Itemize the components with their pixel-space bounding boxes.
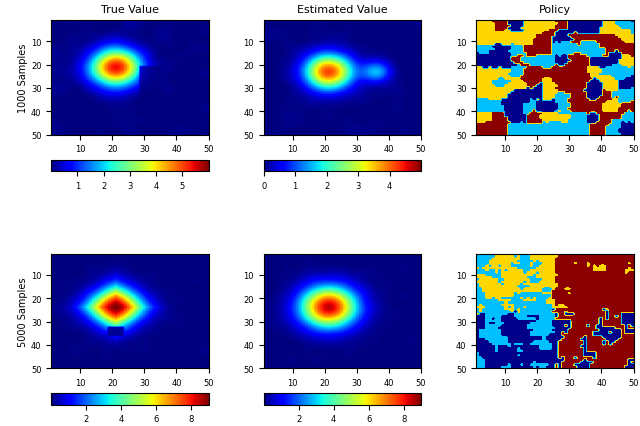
Title: True Value: True Value xyxy=(101,5,159,15)
Title: Policy: Policy xyxy=(539,5,571,15)
Y-axis label: 5000 Samples: 5000 Samples xyxy=(18,276,28,346)
Y-axis label: 1000 Samples: 1000 Samples xyxy=(18,43,28,113)
Title: Estimated Value: Estimated Value xyxy=(297,5,388,15)
